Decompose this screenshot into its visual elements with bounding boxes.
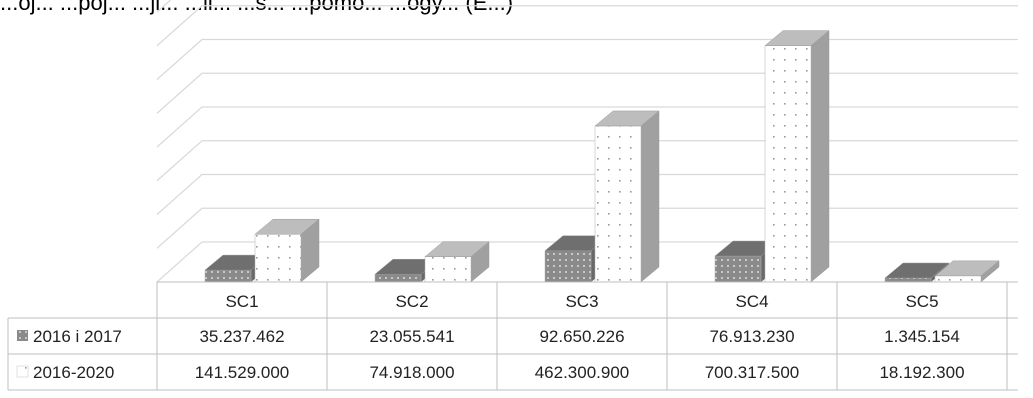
bar-SC3-series2 bbox=[594, 110, 660, 283]
data-label: 74.918.000 bbox=[369, 363, 454, 382]
data-label: 18.192.300 bbox=[879, 363, 964, 382]
bar-front bbox=[594, 125, 642, 283]
bar-front bbox=[254, 233, 302, 283]
bar-front bbox=[764, 45, 812, 283]
bar-SC5-series2 bbox=[934, 260, 1000, 283]
data-label: 462.300.900 bbox=[535, 363, 630, 382]
category-label: SC1 bbox=[225, 292, 258, 311]
bar-front bbox=[714, 255, 762, 283]
data-label: 700.317.500 bbox=[705, 363, 800, 382]
category-label: SC4 bbox=[735, 292, 768, 311]
data-label: 76.913.230 bbox=[709, 327, 794, 346]
legend-label: 2016 i 2017 bbox=[33, 327, 122, 346]
bar-SC1-series2 bbox=[254, 218, 320, 283]
gridline bbox=[156, 5, 1018, 47]
legend-swatch bbox=[17, 330, 28, 341]
bar-top bbox=[254, 218, 320, 235]
bar-SC2-series2 bbox=[424, 241, 490, 283]
data-label: 141.529.000 bbox=[195, 363, 290, 382]
bars bbox=[204, 30, 1000, 283]
gridline bbox=[156, 140, 1018, 182]
bar-front bbox=[374, 273, 422, 283]
category-label: SC3 bbox=[565, 292, 598, 311]
bar-top bbox=[764, 30, 830, 46]
bar-SC4-series2 bbox=[764, 30, 830, 283]
data-label: 92.650.226 bbox=[539, 327, 624, 346]
gridline bbox=[156, 72, 1018, 114]
bar-top bbox=[424, 241, 490, 257]
bar-front bbox=[204, 269, 252, 283]
data-label: 1.345.154 bbox=[884, 327, 960, 346]
legend-swatch bbox=[16, 365, 29, 378]
bar-top bbox=[594, 110, 660, 127]
data-table: SC1 SC2 SC3 SC4 SC5 2016 i 2017 35.237.462 23.0… bbox=[7, 281, 1018, 391]
gridline bbox=[156, 173, 1018, 215]
gridline bbox=[156, 207, 1018, 249]
bar-top bbox=[884, 262, 950, 279]
category-label: SC5 bbox=[905, 292, 938, 311]
gridline bbox=[156, 38, 1018, 80]
legend-label: 2016-2020 bbox=[33, 363, 114, 382]
gridline bbox=[156, 106, 1018, 148]
bar-front bbox=[424, 256, 472, 283]
bar-top bbox=[934, 260, 1000, 277]
data-label: 35.237.462 bbox=[199, 327, 284, 346]
bar-front bbox=[544, 250, 592, 283]
data-label: 23.055.541 bbox=[369, 327, 454, 346]
bar-side bbox=[810, 30, 830, 283]
bar-side bbox=[640, 110, 660, 283]
category-label: SC2 bbox=[395, 292, 428, 311]
bar-front bbox=[934, 275, 982, 283]
chart-title-cropped: ...oj... ...poj... ...ji... ...li... ...… bbox=[0, 0, 514, 15]
bar-front bbox=[884, 277, 932, 283]
gridlines bbox=[156, 0, 1018, 283]
